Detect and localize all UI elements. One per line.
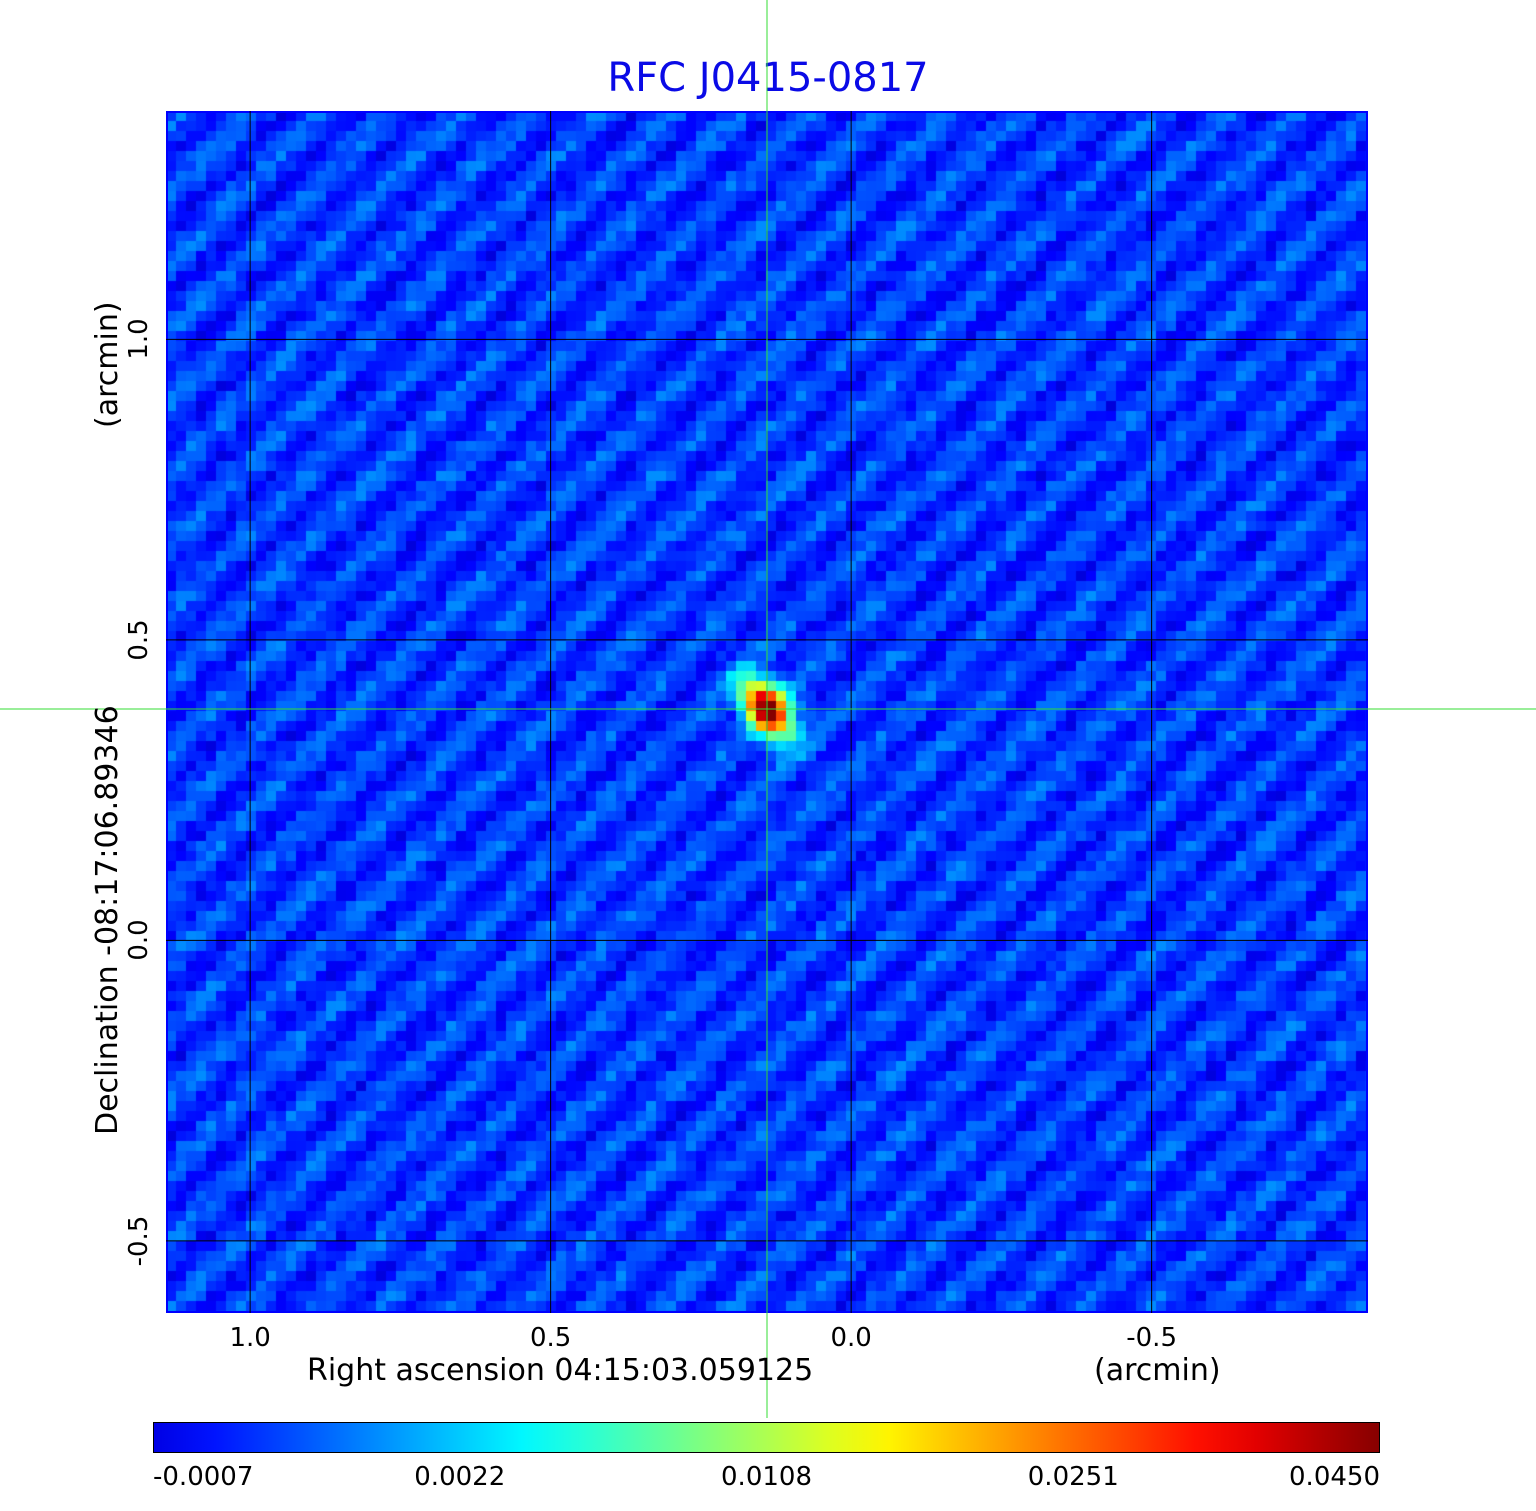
y-tick-label: 1.0 (124, 318, 154, 361)
x-axis-label: Right ascension 04:15:03.059125 (307, 1353, 814, 1388)
x-axis-unit: (arcmin) (1094, 1353, 1221, 1388)
colorbar-tick-label: 0.0022 (414, 1462, 506, 1492)
y-tick-label: 0.5 (124, 619, 154, 661)
colorbar-tick-label: 0.0251 (1027, 1462, 1119, 1492)
colorbar-tick-label: 0.0108 (721, 1462, 812, 1492)
chart-title: RFC J0415-0817 (607, 55, 929, 101)
x-tick-label: 0.5 (529, 1323, 572, 1353)
y-tick-label: -0.5 (124, 1215, 154, 1267)
y-tick-label: 0.0 (124, 919, 154, 962)
x-tick-label: -0.5 (1126, 1323, 1177, 1353)
colorbar (153, 1422, 1380, 1453)
colorbar-tick-label: 0.0450 (1289, 1462, 1380, 1492)
x-tick-label: 0.0 (830, 1323, 872, 1353)
y-axis-label: Declination -08:17:06.89346 (90, 705, 125, 1135)
colorbar-tick-label: -0.0007 (153, 1462, 254, 1492)
x-tick-label: 1.0 (229, 1323, 271, 1353)
y-axis-unit: (arcmin) (90, 301, 125, 428)
